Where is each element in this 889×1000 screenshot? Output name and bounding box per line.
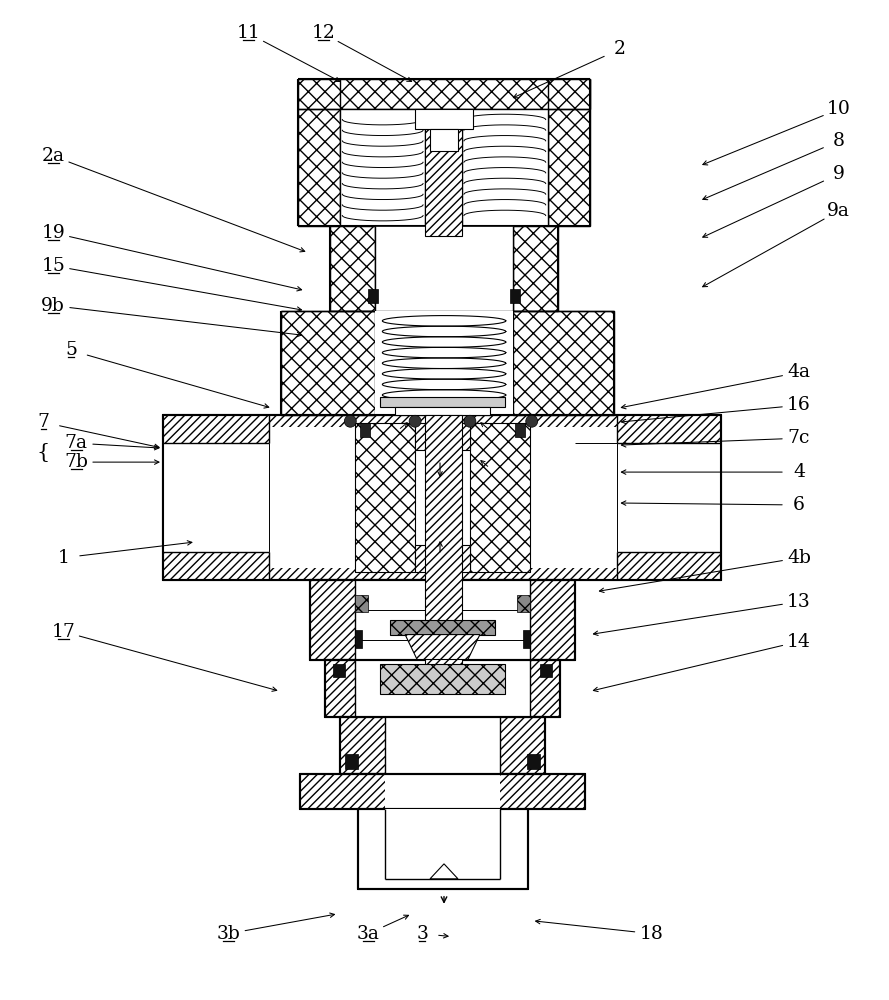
Polygon shape	[375, 311, 513, 415]
Polygon shape	[430, 129, 458, 151]
Polygon shape	[509, 289, 520, 303]
Text: 7: 7	[37, 413, 49, 431]
Polygon shape	[368, 289, 378, 303]
Text: 5: 5	[65, 341, 77, 359]
Polygon shape	[540, 664, 552, 677]
Polygon shape	[527, 754, 540, 769]
Polygon shape	[356, 423, 415, 572]
Polygon shape	[375, 226, 513, 311]
Polygon shape	[390, 620, 495, 635]
Text: 17: 17	[52, 623, 76, 641]
Text: 9b: 9b	[41, 297, 65, 315]
Polygon shape	[356, 595, 368, 612]
Polygon shape	[430, 864, 458, 879]
Text: 16: 16	[787, 396, 811, 414]
Text: 11: 11	[236, 24, 260, 42]
Polygon shape	[299, 79, 340, 226]
Text: 4b: 4b	[787, 549, 811, 567]
Polygon shape	[405, 635, 480, 660]
Polygon shape	[385, 774, 500, 809]
Polygon shape	[299, 79, 589, 109]
Polygon shape	[513, 226, 557, 311]
Text: 3: 3	[416, 925, 428, 943]
Polygon shape	[310, 580, 574, 660]
Polygon shape	[523, 630, 530, 648]
Text: {: {	[36, 443, 50, 462]
Text: 14: 14	[787, 633, 811, 651]
Polygon shape	[415, 423, 470, 450]
Polygon shape	[356, 580, 530, 660]
Polygon shape	[385, 717, 500, 774]
Polygon shape	[281, 311, 375, 415]
Polygon shape	[163, 443, 268, 552]
Text: 18: 18	[639, 925, 663, 943]
Text: 12: 12	[311, 24, 335, 42]
Polygon shape	[325, 660, 560, 717]
Text: 4a: 4a	[788, 363, 811, 381]
Circle shape	[344, 415, 356, 427]
Polygon shape	[345, 754, 358, 769]
Text: 19: 19	[42, 224, 65, 242]
Polygon shape	[331, 226, 375, 311]
Polygon shape	[340, 717, 545, 774]
Polygon shape	[380, 397, 505, 407]
Text: 4: 4	[793, 463, 805, 481]
Polygon shape	[415, 545, 470, 572]
Polygon shape	[513, 311, 614, 415]
Polygon shape	[470, 423, 530, 572]
Polygon shape	[356, 660, 530, 717]
Circle shape	[409, 415, 421, 427]
Polygon shape	[340, 109, 548, 226]
Polygon shape	[515, 423, 525, 437]
Polygon shape	[333, 664, 345, 677]
Text: 7a: 7a	[65, 434, 88, 452]
Polygon shape	[358, 809, 528, 889]
Text: 6: 6	[793, 496, 805, 514]
Polygon shape	[425, 415, 462, 679]
Polygon shape	[360, 423, 370, 437]
Text: 7b: 7b	[64, 453, 88, 471]
Polygon shape	[618, 443, 721, 552]
Polygon shape	[517, 595, 530, 612]
Text: 3a: 3a	[356, 925, 380, 943]
Polygon shape	[268, 427, 618, 568]
Text: 2a: 2a	[42, 147, 65, 165]
Circle shape	[525, 415, 538, 427]
Text: 9: 9	[833, 165, 845, 183]
Polygon shape	[380, 664, 505, 694]
Text: 9a: 9a	[828, 202, 850, 220]
Polygon shape	[415, 109, 473, 129]
Text: 10: 10	[827, 100, 851, 118]
Polygon shape	[385, 809, 500, 879]
Text: 2: 2	[613, 40, 626, 58]
Polygon shape	[356, 630, 362, 648]
Text: 3b: 3b	[217, 925, 241, 943]
Polygon shape	[425, 109, 462, 236]
Text: 8: 8	[833, 132, 845, 150]
Polygon shape	[163, 415, 721, 580]
Text: 1: 1	[57, 549, 69, 567]
Polygon shape	[395, 407, 490, 415]
Polygon shape	[548, 79, 589, 226]
Text: 7c: 7c	[788, 429, 810, 447]
Text: 15: 15	[41, 257, 65, 275]
Circle shape	[464, 415, 476, 427]
Polygon shape	[300, 774, 585, 809]
Text: 13: 13	[787, 593, 811, 611]
